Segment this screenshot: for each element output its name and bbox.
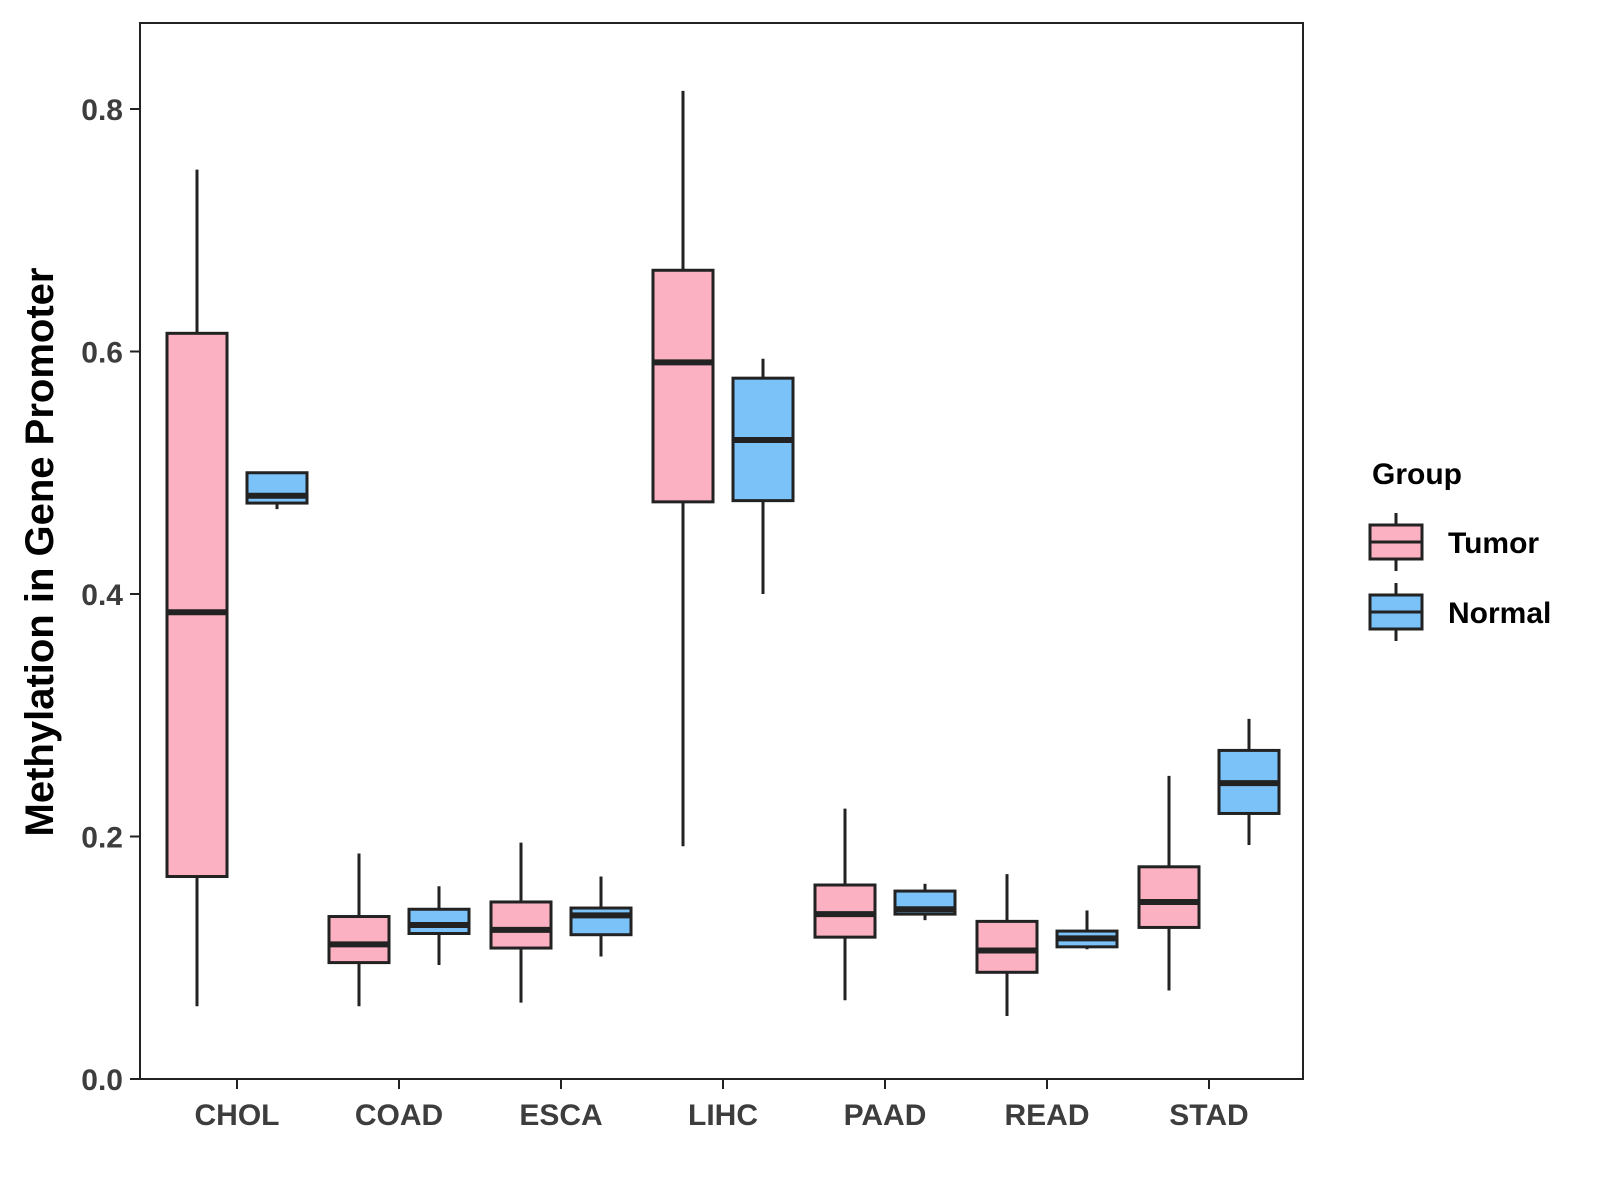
x-tick-label-coad: COAD <box>355 1099 443 1132</box>
box-normal-read <box>1055 910 1119 950</box>
box-body <box>651 268 715 504</box>
box-tumor-coad <box>327 853 391 1007</box>
x-tick-label-chol: CHOL <box>195 1099 280 1132</box>
box-tumor-chol <box>165 169 229 1007</box>
x-axis: CHOL COAD ESCA LIHC PAAD READ STAD <box>195 1079 1249 1132</box>
x-tick-label-paad: PAAD <box>844 1099 927 1132</box>
legend-item-normal: Normal <box>1368 583 1551 641</box>
x-tick-label-lihc: LIHC <box>688 1099 758 1132</box>
legend: Group Tumor Normal <box>1368 458 1551 641</box>
box-body <box>165 331 229 879</box>
box-tumor-read <box>975 874 1039 1016</box>
y-axis-title: Methylation in Gene Promoter <box>18 268 62 837</box>
box-normal-coad <box>407 886 471 966</box>
legend-item-tumor: Tumor <box>1368 513 1539 571</box>
legend-title: Group <box>1372 458 1462 491</box>
box-series-group <box>165 90 1281 1016</box>
box-normal-stad <box>1217 718 1281 845</box>
box-normal-chol <box>245 471 309 510</box>
box-body <box>975 919 1039 974</box>
box-tumor-esca <box>489 842 553 1003</box>
plot-panel <box>139 22 1304 1080</box>
y-tick-label: 0.2 <box>81 822 123 855</box>
y-axis: 0.0 0.2 0.4 0.6 0.8 <box>81 94 140 1097</box>
legend-label: Tumor <box>1448 527 1539 560</box>
box-body <box>489 900 553 950</box>
x-tick-label-stad: STAD <box>1169 1099 1248 1132</box>
box-normal-paad <box>893 883 957 921</box>
x-tick-label-esca: ESCA <box>519 1099 602 1132</box>
box-tumor-stad <box>1137 775 1201 991</box>
y-tick-label: 0.8 <box>81 94 123 127</box>
y-tick-label: 0.4 <box>81 579 123 612</box>
box-tumor-paad <box>813 808 877 1001</box>
box-normal-lihc <box>731 358 795 594</box>
box-body <box>327 915 391 965</box>
x-tick-label-read: READ <box>1004 1099 1089 1132</box>
box-body <box>813 883 877 939</box>
box-normal-esca <box>569 876 633 957</box>
y-tick-label: 0.0 <box>81 1064 123 1097</box>
legend-label: Normal <box>1448 597 1551 630</box>
box-tumor-lihc <box>651 90 715 847</box>
box-body <box>569 906 633 937</box>
y-tick-label: 0.6 <box>81 337 123 370</box>
box-body <box>407 907 471 935</box>
box-body <box>1137 865 1201 929</box>
